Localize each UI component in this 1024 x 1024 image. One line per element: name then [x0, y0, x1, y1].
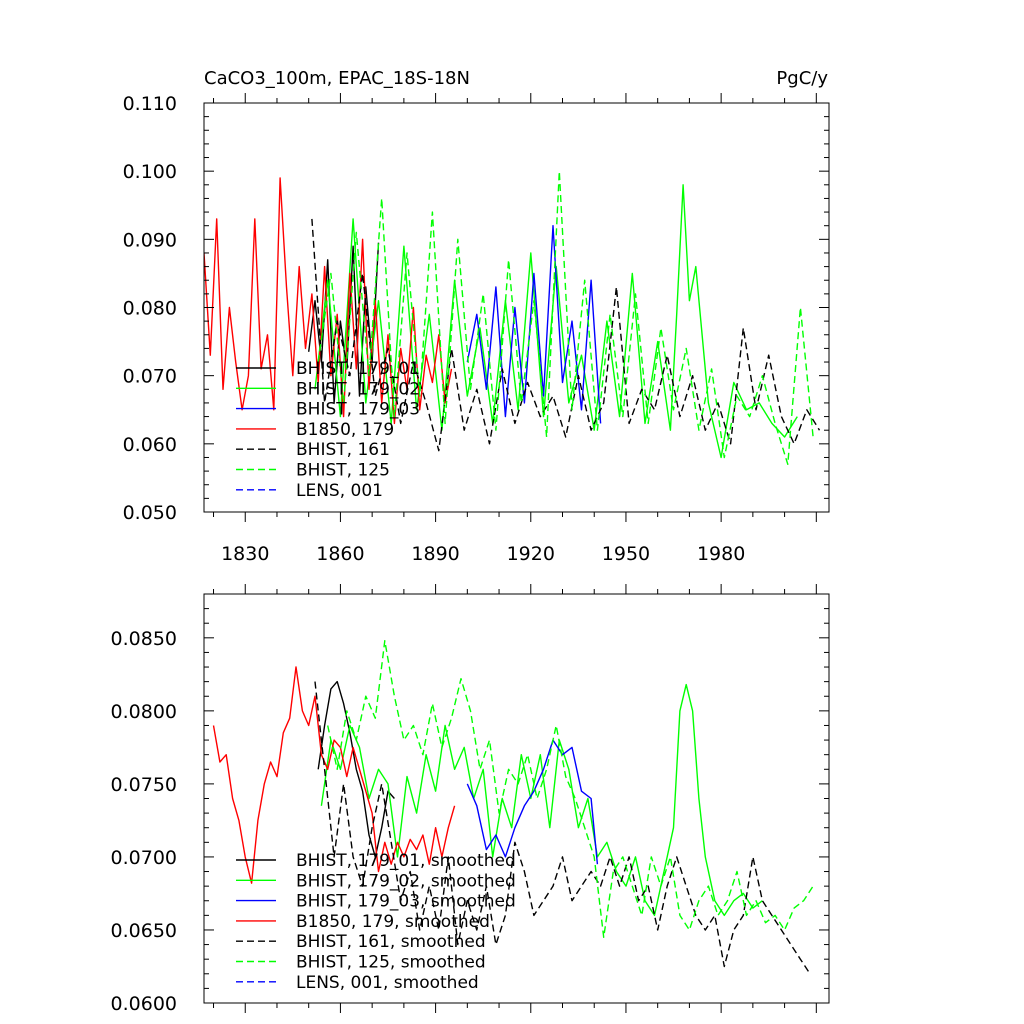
chart-2-legend-label: BHIST, 179_03, smoothed: [296, 892, 516, 912]
chart-2-legend-label: BHIST, 179_01, smoothed: [296, 851, 516, 871]
chart-1-x-tick-label: 1980: [697, 543, 745, 565]
chart-1-x-tick-label: 1950: [602, 543, 650, 565]
chart-2-series-line-3: [466, 739, 599, 865]
chart-1-legend-label: BHIST, 179_01: [296, 359, 420, 379]
chart-1-series-line-4: [204, 177, 453, 425]
chart-2-panel: 0.0600 0.0650 0.0700 0.0750 0.0800 0.0850 BHIS…: [111, 584, 830, 1015]
chart-1-legend-label: BHIST, 161: [296, 440, 390, 460]
chart-2-y-tick-label: 0.0650: [111, 920, 177, 942]
chart-1-series-line-6: [317, 170, 814, 465]
chart-1-legend-label: BHIST, 125: [296, 461, 390, 481]
chart-1-y-tick-label: 0.090: [123, 229, 177, 251]
chart-2-y-tick-label: 0.0750: [111, 774, 177, 796]
chart-1-x-tick-label: 1920: [507, 543, 555, 565]
chart-2-legend-label: B1850, 179, smoothed: [296, 912, 490, 932]
chart-1-y-tick-label: 0.110: [123, 93, 177, 115]
chart-1-y-tick-label: 0.060: [123, 434, 177, 456]
chart-1-y-tick-label: 0.080: [123, 298, 177, 320]
chart-1-units: PgC/y: [776, 68, 828, 89]
chart-2-y-tick-label: 0.0850: [111, 628, 177, 650]
chart-2-legend-label: BHIST, 161, smoothed: [296, 932, 486, 952]
chart-1-x-tick-label: 1890: [411, 543, 459, 565]
chart-1-legend-label: B1850, 179: [296, 420, 394, 440]
chart-2-legend-label: LENS, 001, smoothed: [296, 973, 479, 993]
chart-1-y-tick-label: 0.070: [123, 366, 177, 388]
chart-1-series-line-2: [314, 184, 798, 459]
chart-2-y-tick-label: 0.0700: [111, 847, 177, 869]
chart-1-legend-label: BHIST, 179_03: [296, 400, 420, 420]
chart-1-panel: 0.050 0.060 0.070 0.080 0.090 0.100 0.110 1830 1…: [123, 93, 830, 565]
chart-2-series-line-5: [314, 681, 811, 975]
chart-2-series-line-2: [320, 683, 763, 917]
chart-2-legend-label: BHIST, 179_02, smoothed: [296, 871, 516, 891]
chart-1-legend-label: LENS, 001: [296, 481, 383, 501]
chart-1-x-tick-label: 1830: [221, 543, 269, 565]
chart-1-y-tick-label: 0.050: [123, 502, 177, 524]
chart-1-title: CaCO3_100m, EPAC_18S-18N: [204, 68, 470, 89]
chart-1-legend-label: BHIST, 179_02: [296, 379, 420, 399]
chart-2-y-tick-label: 0.0600: [111, 993, 177, 1015]
chart-2-series-line-4: [212, 666, 456, 884]
chart-2-y-tick-label: 0.0800: [111, 701, 177, 723]
chart-2-legend-label: BHIST, 125, smoothed: [296, 953, 486, 973]
chart-2-series-line-1: [317, 680, 395, 858]
chart-1-x-tick-label: 1860: [316, 543, 364, 565]
chart-2-series-line-6: [327, 640, 814, 938]
chart-1-y-tick-label: 0.100: [123, 161, 177, 183]
